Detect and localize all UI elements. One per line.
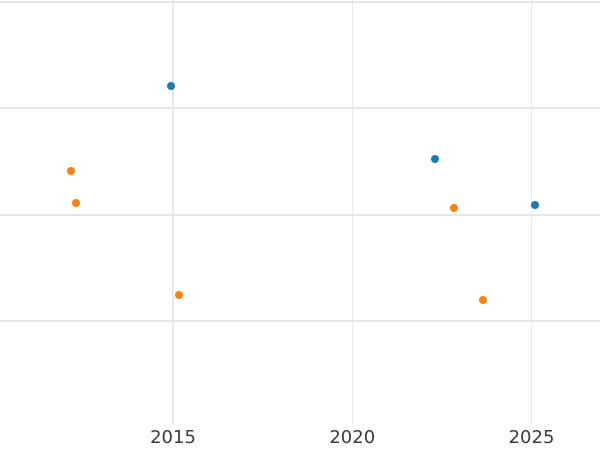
data-point-blue: [430, 155, 439, 164]
vertical-gridline: [351, 0, 353, 424]
data-point-blue: [531, 201, 540, 210]
horizontal-gridline: [0, 1, 600, 4]
x-tick-label: 2020: [329, 427, 376, 448]
horizontal-gridline: [0, 107, 600, 110]
vertical-gridline: [172, 0, 174, 424]
plot-area: [0, 0, 600, 424]
horizontal-gridline: [0, 320, 600, 322]
data-point-orange: [479, 295, 488, 304]
data-point-orange: [175, 291, 184, 300]
horizontal-gridline: [0, 213, 600, 216]
x-tick-label: 2025: [508, 427, 555, 448]
data-point-orange: [72, 199, 81, 207]
data-point-orange: [449, 204, 458, 213]
data-point-blue: [166, 82, 175, 91]
x-tick-label: 2015: [150, 427, 196, 448]
data-point-orange: [67, 167, 76, 176]
vertical-gridline: [530, 0, 533, 424]
